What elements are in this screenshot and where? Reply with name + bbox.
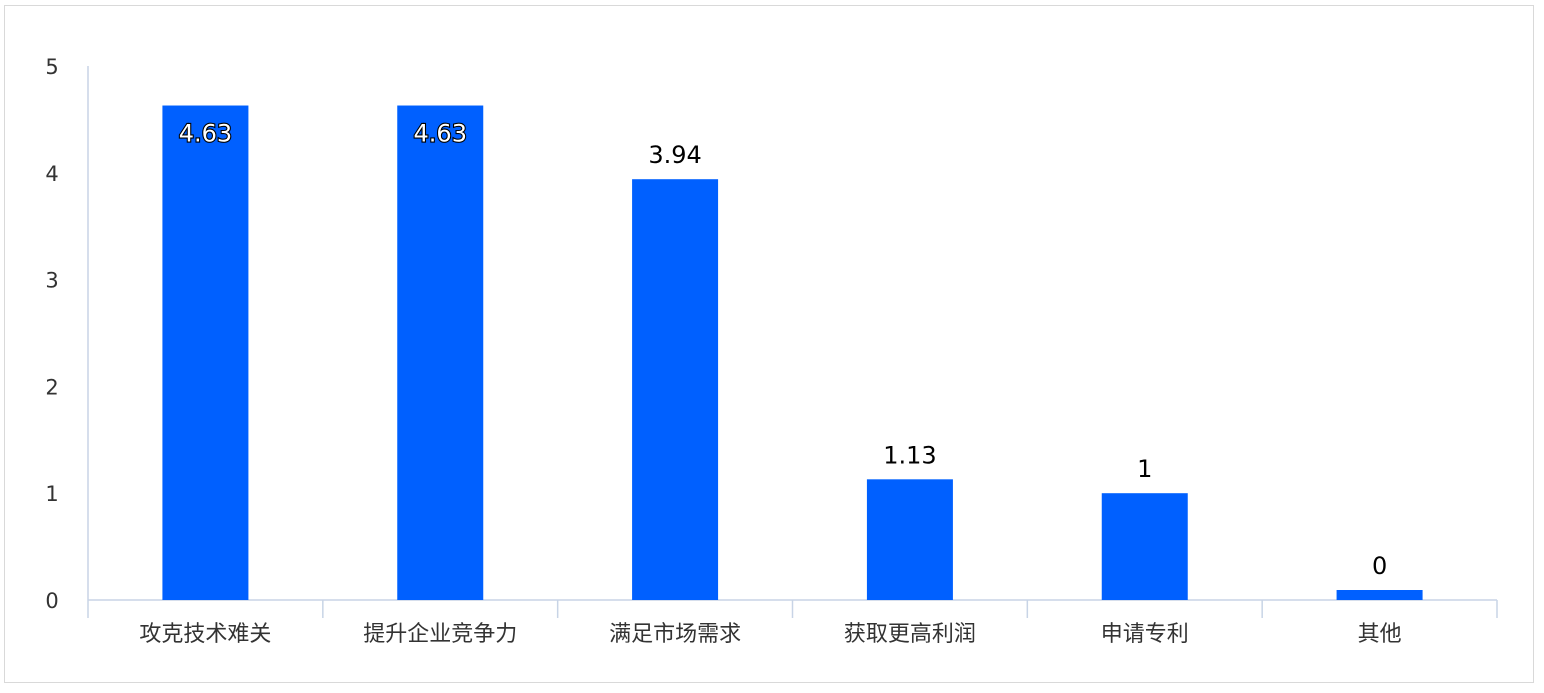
category-label: 其他: [1358, 622, 1402, 647]
y-tick-label: 0: [45, 589, 58, 613]
data-label: 0: [1372, 552, 1387, 580]
category-label: 满足市场需求: [609, 622, 741, 647]
category-label: 攻克技术难关: [139, 622, 271, 647]
category-label: 获取更高利润: [844, 622, 976, 647]
data-label: 3.94: [648, 141, 701, 169]
bar: [1336, 590, 1423, 600]
bar: [866, 479, 953, 600]
bar: [397, 105, 484, 601]
category-label: 申请专利: [1101, 622, 1189, 647]
data-labels: 4.63 4.63 3.94 1.13 1 0: [178, 118, 1388, 580]
data-label: 4.63: [414, 120, 467, 148]
y-tick-label: 3: [45, 269, 58, 293]
data-label: 1: [1137, 455, 1152, 483]
y-tick-label: 1: [45, 482, 58, 506]
bar: [162, 105, 249, 601]
data-label: 1.13: [883, 441, 936, 469]
bar: [1101, 493, 1188, 600]
y-tick-label: 4: [45, 162, 58, 186]
y-tick-label: 5: [45, 55, 58, 79]
bar: [632, 179, 719, 600]
category-label: 提升企业竞争力: [363, 622, 517, 647]
bars: [162, 105, 1423, 601]
y-tick-label: 2: [45, 375, 58, 399]
y-tick-labels: 0 1 2 3 4 5: [45, 55, 58, 613]
x-tick-marks: [87, 600, 1498, 618]
category-labels: 攻克技术难关 提升企业竞争力 满足市场需求 获取更高利润 申请专利 其他: [139, 622, 1401, 647]
chart-frame: [4, 5, 1534, 683]
data-label: 4.63: [179, 120, 232, 148]
